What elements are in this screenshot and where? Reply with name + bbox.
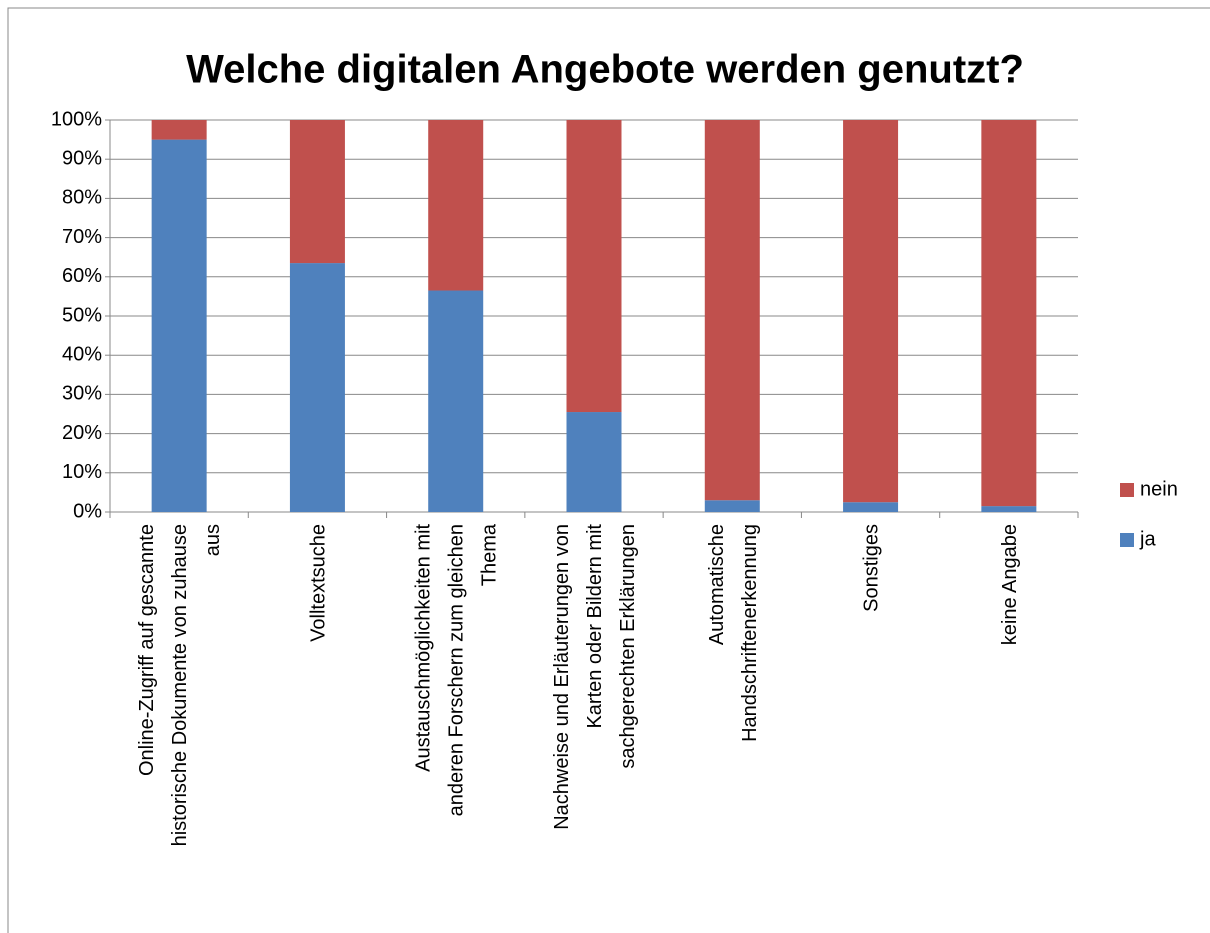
x-tick-label: Online-Zugriff auf gescannte historische…: [136, 524, 224, 852]
chart-title: Welche digitalen Angebote werden genutzt…: [186, 48, 1024, 92]
x-tick-label: Austauschmöglichkeiten mit anderen Forsc…: [413, 523, 501, 822]
y-tick-label: 90%: [62, 147, 102, 169]
y-tick-label: 80%: [62, 187, 102, 209]
bar-segment: [981, 120, 1037, 507]
bar-segment: [566, 412, 622, 512]
y-tick-label: 0%: [73, 500, 102, 522]
bar-segment: [704, 500, 760, 512]
bar-segment: [704, 120, 760, 501]
x-tick-label: Automatische Handschriftenerkennung: [706, 524, 761, 747]
y-tick-label: 70%: [62, 226, 102, 248]
y-tick-label: 100%: [51, 108, 102, 130]
y-tick-label: 60%: [62, 265, 102, 287]
bar-segment: [843, 120, 899, 503]
x-tick-label: Sonstiges: [861, 524, 883, 612]
bar-segment: [566, 120, 622, 413]
x-tick-label: Nachweise und Erläuterungen von Karten o…: [551, 524, 639, 830]
bar-segment: [428, 120, 484, 291]
y-tick-label: 10%: [62, 461, 102, 483]
y-tick-label: 20%: [62, 422, 102, 444]
bar-segment: [981, 506, 1037, 512]
x-tick-label: keine Angabe: [999, 524, 1021, 645]
bar-segment: [428, 290, 484, 512]
y-tick-label: 30%: [62, 383, 102, 405]
bar-segment: [289, 263, 345, 512]
legend-swatch: [1120, 483, 1134, 497]
bar-segment: [289, 120, 345, 264]
legend-label: ja: [1139, 528, 1156, 550]
y-tick-label: 50%: [62, 304, 102, 326]
x-tick-label: Volltextsuche: [307, 524, 329, 642]
bar-segment: [151, 139, 207, 512]
y-tick-label: 40%: [62, 343, 102, 365]
bar-segment: [843, 502, 899, 512]
legend-swatch: [1120, 533, 1134, 547]
legend-label: nein: [1140, 478, 1178, 500]
bar-segment: [151, 120, 207, 140]
